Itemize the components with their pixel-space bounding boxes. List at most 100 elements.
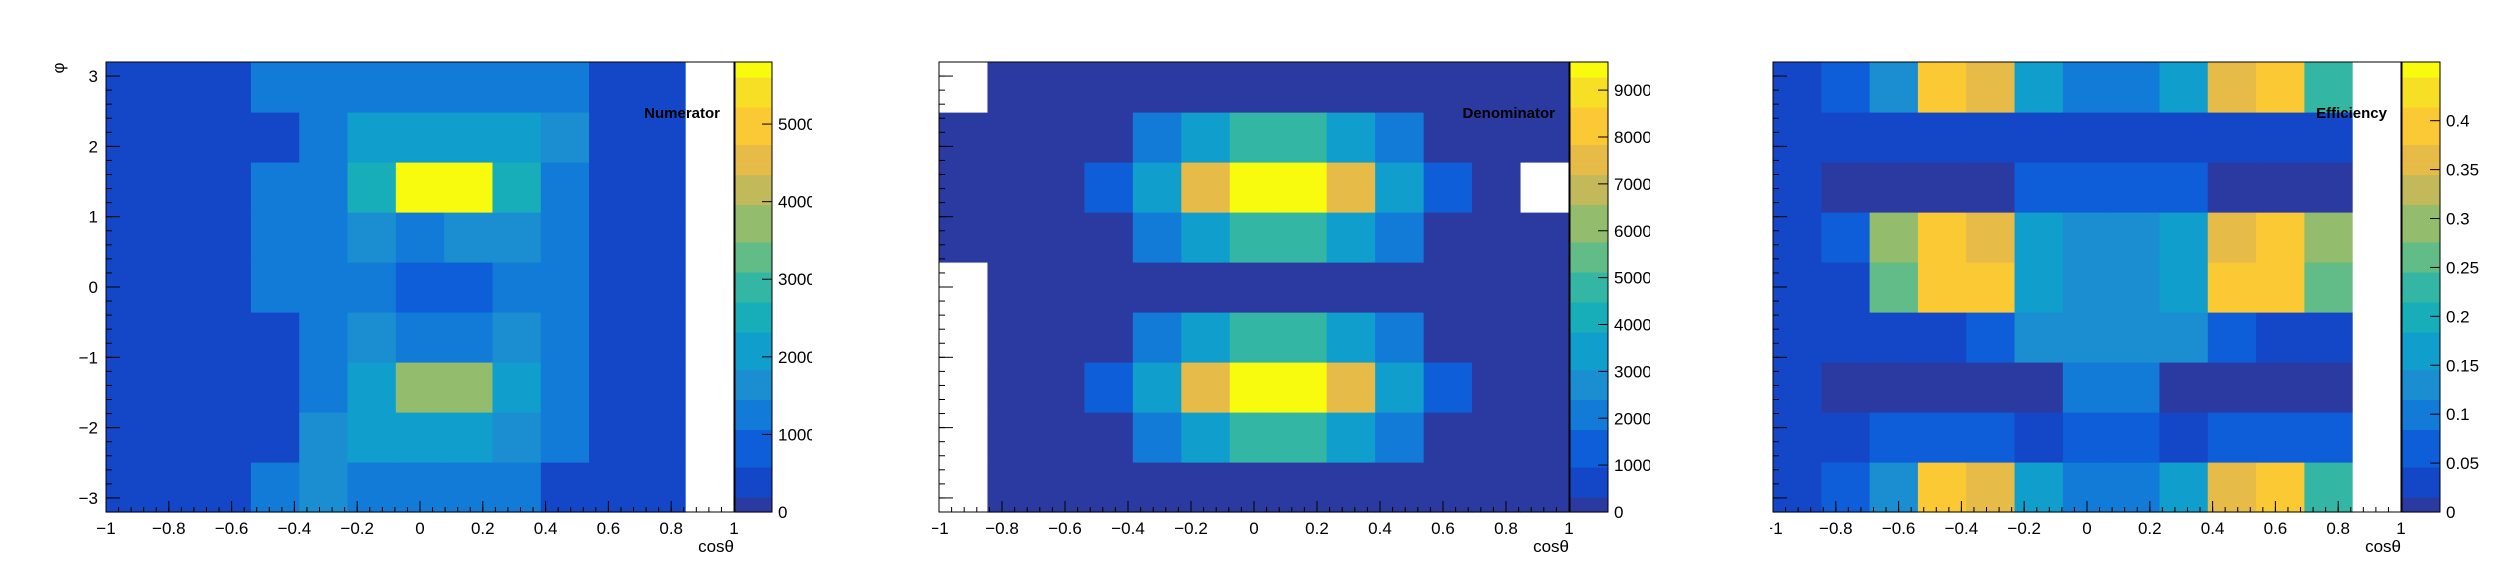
- heatmap-cell: [250, 462, 300, 513]
- heatmap-cell: [1084, 462, 1134, 513]
- colorbar-tick-label: 8000: [1614, 128, 1652, 147]
- colorbar-band: [2402, 197, 2440, 206]
- heatmap-cell: [637, 112, 687, 163]
- heatmap-cell: [106, 112, 155, 163]
- colorbar-band: [735, 437, 772, 446]
- heatmap-cell: [492, 212, 542, 263]
- colorbar-band: [1570, 414, 1608, 423]
- x-tick-label: −0.6: [215, 519, 249, 538]
- heatmap-cell: [540, 362, 590, 413]
- heatmap-cell: [250, 312, 300, 363]
- heatmap-cell: [444, 262, 494, 313]
- colorbar-tick-label: 0.15: [2446, 356, 2479, 375]
- x-tick-label: −0.4: [278, 519, 312, 538]
- heatmap-cell: [1229, 362, 1279, 413]
- colorbar-band: [2402, 504, 2440, 513]
- heatmap-cell: [202, 312, 252, 363]
- colorbar-band: [2402, 84, 2440, 93]
- colorbar-band: [2402, 294, 2440, 303]
- heatmap-cell: [1966, 262, 2016, 313]
- heatmap-cell: [1773, 362, 1822, 413]
- colorbar-band: [2402, 234, 2440, 243]
- colorbar-band: [735, 204, 772, 213]
- heatmap-cell: [1084, 262, 1134, 313]
- colorbar-band: [1570, 332, 1608, 341]
- heatmap-cell: [1423, 212, 1473, 263]
- colorbar-band: [735, 227, 772, 236]
- x-tick-label: 0.6: [2264, 519, 2288, 538]
- heatmap-cell: [1278, 462, 1328, 513]
- colorbar-band: [2402, 332, 2440, 341]
- heatmap-cell: [1035, 62, 1085, 113]
- colorbar-band: [1570, 287, 1608, 296]
- colorbar-band: [1570, 92, 1608, 101]
- colorbar-band: [735, 347, 772, 356]
- heatmap-cell: [1326, 62, 1376, 113]
- heatmap-cell: [250, 112, 300, 163]
- heatmap-cell: [2159, 62, 2209, 113]
- colorbar-band: [1570, 362, 1608, 371]
- colorbar-band: [2402, 227, 2440, 236]
- heatmap-cell: [2014, 362, 2064, 413]
- heatmap-cell: [395, 212, 445, 263]
- heatmap-cell: [1773, 112, 1822, 163]
- heatmap-cell: [1472, 362, 1522, 413]
- colorbar-tick-label: 0.2: [2446, 307, 2470, 326]
- y-tick-label: −3: [79, 489, 98, 508]
- heatmap-cell: [637, 162, 687, 213]
- colorbar-band: [2402, 137, 2440, 146]
- heatmap-cell: [1181, 162, 1231, 213]
- heatmap-cell: [1375, 262, 1425, 313]
- heatmap-cell: [1472, 112, 1522, 163]
- heatmap-cell: [2352, 312, 2402, 363]
- heatmap-cell: [2111, 462, 2161, 513]
- colorbar-band: [735, 369, 772, 378]
- colorbar-band: [1570, 189, 1608, 198]
- heatmap-cell: [1966, 212, 2016, 263]
- x-tick-label: −0.8: [152, 519, 186, 538]
- x-axis-label: cosθ: [1533, 537, 1569, 556]
- x-tick-label: 0.8: [659, 519, 683, 538]
- colorbar-band: [2402, 159, 2440, 168]
- colorbar-band: [2402, 249, 2440, 258]
- heatmap-cell: [106, 462, 155, 513]
- heatmap-cell: [1472, 62, 1522, 113]
- heatmap-cell: [1181, 462, 1231, 513]
- heatmap-cell: [2111, 212, 2161, 263]
- heatmap-cell: [444, 312, 494, 363]
- heatmap-cell: [106, 162, 155, 213]
- heatmap-cell: [540, 212, 590, 263]
- heatmap-cell: [202, 112, 252, 163]
- histogram-title: Denominator: [1462, 105, 1555, 122]
- heatmap-cell: [1520, 62, 1570, 113]
- colorbar-tick-label: 0.25: [2446, 258, 2479, 277]
- colorbar-tick-label: 4000: [778, 193, 816, 212]
- colorbar-band: [2402, 339, 2440, 348]
- colorbar-band: [735, 272, 772, 281]
- heatmap-cell: [637, 262, 687, 313]
- colorbar-band: [2402, 422, 2440, 431]
- heatmap-cell: [492, 412, 542, 463]
- colorbar-band: [735, 144, 772, 153]
- colorbar-band: [735, 69, 772, 78]
- heatmap-cell: [2304, 412, 2354, 463]
- heatmap-cell: [1773, 212, 1822, 263]
- heatmap-cell: [1181, 362, 1231, 413]
- colorbar-band: [1570, 324, 1608, 333]
- heatmap-cell: [1084, 212, 1134, 263]
- heatmap-cell: [1375, 412, 1425, 463]
- heatmap-cell: [154, 62, 204, 113]
- heatmap-cell: [589, 312, 638, 363]
- colorbar-band: [1570, 197, 1608, 206]
- heatmap-cell: [1229, 312, 1279, 363]
- heatmap-cell: [444, 362, 494, 413]
- heatmap-cell: [1869, 212, 1919, 263]
- colorbar-band: [735, 504, 772, 513]
- colorbar-band: [2402, 392, 2440, 401]
- x-tick-label: −0.8: [1819, 519, 1853, 538]
- heatmap-cell: [2207, 62, 2257, 113]
- colorbar-band: [2402, 69, 2440, 78]
- heatmap-cell: [987, 412, 1037, 463]
- histogram-title: Efficiency: [2316, 105, 2388, 122]
- heatmap-cell: [154, 312, 204, 363]
